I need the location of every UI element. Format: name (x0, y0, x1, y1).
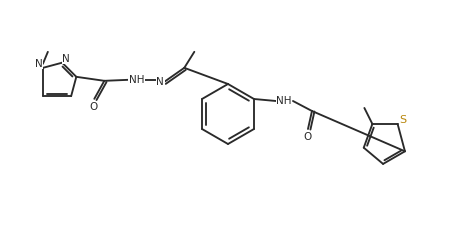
Text: O: O (304, 132, 312, 142)
Text: N: N (35, 59, 43, 69)
Text: NH: NH (129, 75, 144, 85)
Text: O: O (89, 102, 98, 112)
Text: N: N (157, 77, 164, 87)
Text: NH: NH (276, 96, 292, 106)
Text: S: S (399, 115, 406, 125)
Text: N: N (62, 54, 70, 64)
